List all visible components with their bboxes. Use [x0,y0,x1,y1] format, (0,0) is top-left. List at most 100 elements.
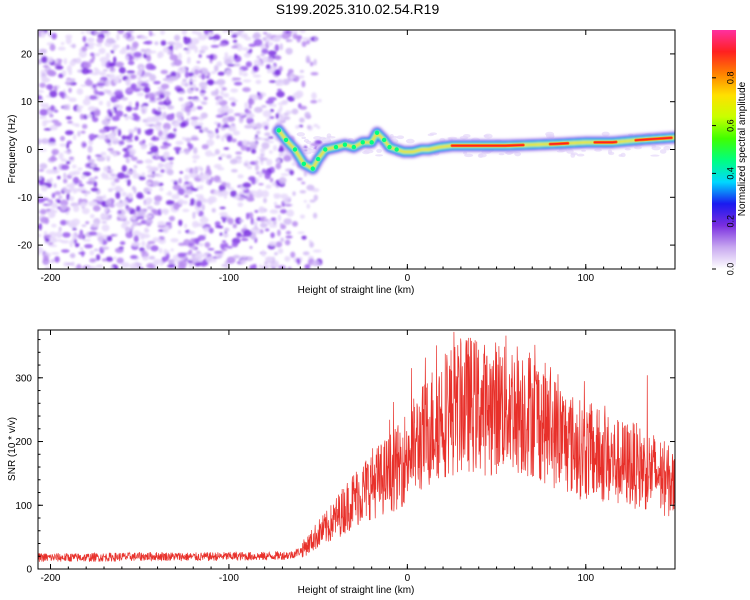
noise-speckle [260,148,266,154]
noise-speckle [301,235,307,240]
noise-speckle [179,171,184,174]
noise-speckle [237,202,244,208]
noise-speckle [88,231,98,236]
noise-speckle [199,261,209,266]
noise-speckle [306,184,315,191]
noise-speckle [218,43,227,47]
noise-speckle [262,110,272,118]
noise-speckle [277,229,281,237]
noise-speckle [190,137,200,141]
noise-speckle [163,99,172,107]
noise-speckle [163,128,169,133]
noise-speckle [178,91,185,95]
noise-speckle [76,88,84,95]
noise-speckle [82,98,91,106]
noise-speckle [117,129,122,137]
noise-speckle [53,85,58,93]
noise-speckle [258,171,264,178]
noise-speckle [242,72,248,77]
x-tick-label: 0 [405,273,411,284]
noise-speckle [178,242,186,246]
noise-speckle [146,174,155,178]
noise-speckle [203,96,208,101]
noise-speckle [218,97,223,103]
noise-speckle [231,34,238,38]
noise-speckle [157,52,162,59]
noise-speckle [187,96,193,100]
noise-speckle [184,194,189,198]
noise-speckle [39,208,47,215]
noise-speckle [93,167,101,171]
noise-speckle [314,37,318,41]
noise-speckle [299,190,307,194]
noise-speckle [118,246,124,250]
noise-speckle [223,242,229,248]
noise-speckle [167,264,176,268]
noise-speckle [92,84,97,89]
noise-speckle [69,60,76,67]
noise-speckle [65,37,72,45]
noise-speckle [86,114,93,119]
noise-speckle [73,190,77,194]
noise-speckle [306,124,311,130]
noise-speckle [198,210,204,217]
noise-speckle [38,225,42,229]
noise-speckle [159,187,164,192]
noise-speckle [68,97,77,103]
noise-speckle [190,119,198,127]
noise-speckle [326,136,336,139]
noise-speckle [38,89,45,93]
x-tick-label: -100 [219,273,239,284]
noise-speckle [154,195,163,202]
noise-speckle [219,232,223,236]
noise-speckle [202,215,206,219]
noise-speckle [253,106,263,113]
noise-speckle [199,184,204,190]
noise-speckle [142,256,149,261]
colorbar-tick-label: 0.0 [726,263,736,276]
noise-speckle [192,211,196,220]
noise-speckle [267,50,277,57]
noise-speckle [217,193,225,197]
noise-speckle [195,31,202,36]
noise-speckle [160,236,165,241]
noise-speckle [651,146,661,151]
noise-speckle [260,53,265,57]
noise-speckle [150,145,159,153]
noise-speckle [96,91,105,96]
noise-speckle [82,239,91,242]
noise-speckle [160,208,170,214]
noise-speckle [248,212,254,219]
noise-speckle [291,108,299,115]
noise-speckle [211,208,216,213]
noise-speckle [157,208,162,216]
y-tick-label: 0 [26,145,32,156]
noise-speckle [259,216,267,219]
noise-speckle [132,220,138,227]
noise-speckle [245,61,252,68]
noise-speckle [128,101,133,107]
noise-speckle [178,219,183,227]
noise-speckle [304,263,311,269]
noise-speckle [238,191,245,195]
noise-speckle [60,42,65,46]
noise-speckles [38,30,323,269]
noise-speckle [101,118,111,126]
colorbar-ticks: 0.0 0.2 0.4 0.6 0.8 [712,72,736,276]
noise-speckle [233,81,243,86]
noise-speckle [250,122,257,126]
noise-speckle [70,182,76,187]
noise-speckle [177,198,184,205]
noise-speckle [141,172,146,177]
noise-speckle [167,143,172,147]
noise-speckle [110,95,117,103]
noise-speckle [166,41,176,45]
noise-speckle [198,257,203,263]
x-tick-label: 100 [577,273,594,284]
noise-speckle [287,266,292,269]
noise-speckle [309,142,319,147]
noise-speckle [237,174,244,179]
noise-speckle [138,175,146,181]
noise-speckle [256,189,263,197]
ridge-node [360,140,365,145]
